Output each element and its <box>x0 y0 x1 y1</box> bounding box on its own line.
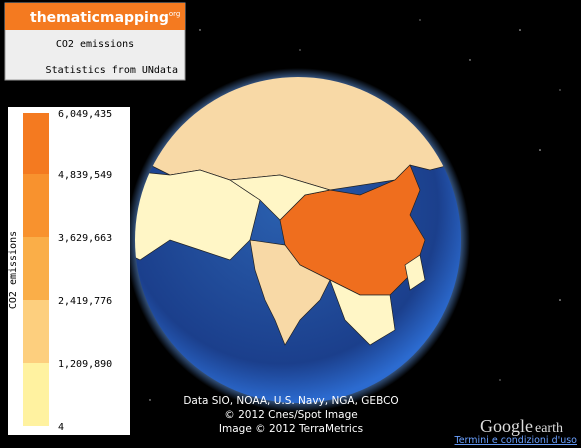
attribution-line: © 2012 Cnes/Spot Image <box>224 409 357 421</box>
legend-swatch <box>23 300 49 363</box>
brand: Google earth <box>480 416 563 436</box>
legend-label: 1,209,890 <box>58 359 112 370</box>
mongolia-kazakh <box>228 174 331 221</box>
brand-suffix: earth <box>535 421 563 436</box>
central-asia <box>135 169 261 261</box>
southeast-asia <box>329 279 396 346</box>
legend-label: 4 <box>58 422 64 433</box>
brand-main: Google <box>480 416 533 436</box>
header-title: CO2 emissions <box>56 39 134 50</box>
terms-link[interactable]: Termini e condizioni d'uso <box>454 435 578 446</box>
taiwan-korea <box>404 254 426 291</box>
logo: thematicmappingorg <box>30 10 180 26</box>
legend-title: CO2 emissions <box>8 231 19 309</box>
legend-label: 3,629,663 <box>58 233 112 244</box>
legend-swatch <box>23 174 49 237</box>
header-band <box>5 3 185 30</box>
logo-main: thematicmapping <box>30 10 169 26</box>
header: thematicmappingorg CO2 emissions Statist… <box>4 2 186 81</box>
stars <box>149 19 561 401</box>
legend-swatch <box>23 237 49 300</box>
legend-label: 2,419,776 <box>58 296 112 307</box>
logo-suffix: org <box>169 10 180 18</box>
attribution: Data SIO, NOAA, U.S. Navy, NGA, GEBCO © … <box>183 395 398 435</box>
legend: CO2 emissions 6,049,435 4,839,549 3,629,66… <box>8 107 130 435</box>
legend-label: 6,049,435 <box>58 109 112 120</box>
legend-label: 4,839,549 <box>58 170 112 181</box>
attribution-line: Image © 2012 TerraMetrics <box>219 423 363 435</box>
legend-swatch <box>23 363 49 426</box>
header-source: Statistics from UNdata <box>46 65 178 76</box>
attribution-line: Data SIO, NOAA, U.S. Navy, NGA, GEBCO <box>183 395 398 407</box>
legend-swatch <box>23 113 49 174</box>
india <box>249 239 331 346</box>
